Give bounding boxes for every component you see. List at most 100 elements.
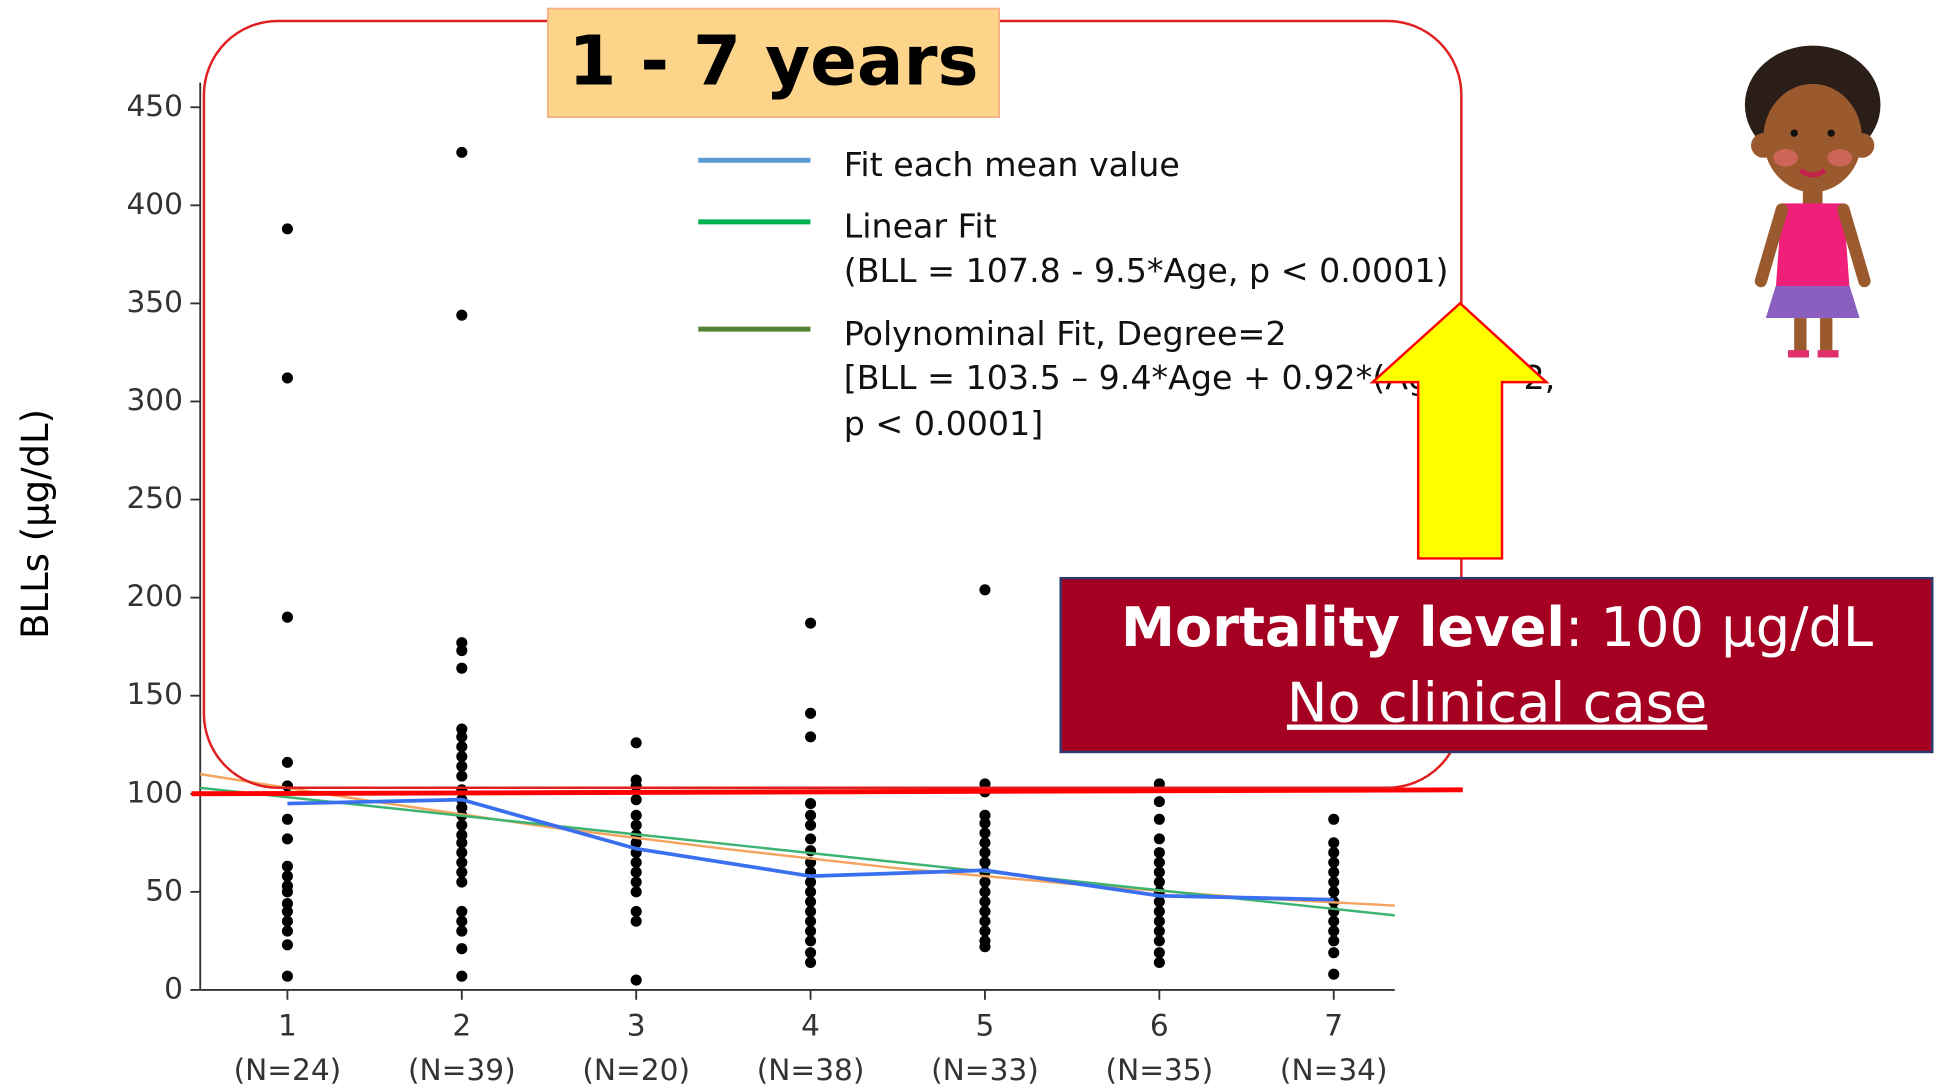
y-tick-label: 350	[126, 285, 182, 319]
x-tick-sublabel: (N=38)	[757, 1053, 865, 1087]
data-point	[456, 663, 467, 674]
x-tick-label: 6	[1150, 1008, 1169, 1042]
y-tick-label: 250	[126, 481, 182, 515]
chart-title: 1 - 7 years	[568, 21, 978, 101]
x-tick-label: 3	[627, 1008, 646, 1042]
data-point	[282, 861, 293, 872]
data-point	[1154, 814, 1165, 825]
data-point	[805, 926, 816, 937]
data-point	[631, 906, 642, 917]
data-point	[456, 971, 467, 982]
data-point	[631, 867, 642, 878]
page: {"chart_data": {"type": "scatter", "titl…	[0, 0, 1934, 1091]
y-axis-label: BLLs (µg/dL)	[14, 409, 57, 639]
data-point	[282, 906, 293, 917]
data-point	[456, 761, 467, 772]
data-point	[1328, 916, 1339, 927]
data-point	[282, 939, 293, 950]
x-tick-sublabel: (N=33)	[931, 1053, 1039, 1087]
data-point	[631, 886, 642, 897]
data-point	[805, 957, 816, 968]
x-tick-sublabel: (N=39)	[408, 1053, 516, 1087]
data-point	[1328, 926, 1339, 937]
data-point	[1154, 935, 1165, 946]
y-tick-label: 0	[164, 971, 183, 1005]
data-point	[282, 780, 293, 791]
data-point	[805, 947, 816, 958]
data-point	[456, 857, 467, 868]
data-point	[805, 886, 816, 897]
x-tick-sublabel: (N=34)	[1280, 1053, 1388, 1087]
y-tick-label: 300	[126, 383, 182, 417]
data-point	[1328, 847, 1339, 858]
y-tick-label: 50	[145, 873, 183, 907]
data-point	[805, 798, 816, 809]
data-point	[805, 916, 816, 927]
data-point	[456, 926, 467, 937]
data-point	[631, 737, 642, 748]
data-point	[282, 916, 293, 927]
data-point	[979, 941, 990, 952]
data-point	[979, 926, 990, 937]
x-tick-label: 4	[801, 1008, 820, 1042]
data-point	[1154, 867, 1165, 878]
y-tick-label: 400	[126, 187, 182, 221]
y-tick-label: 100	[126, 775, 182, 809]
data-point	[282, 886, 293, 897]
data-point	[456, 906, 467, 917]
legend-note: (BLL = 107.8 - 9.5*Age, p < 0.0001)	[844, 251, 1449, 290]
arrow	[1373, 303, 1547, 558]
data-point	[456, 645, 467, 656]
data-point	[979, 906, 990, 917]
data-point	[631, 794, 642, 805]
data-point	[1328, 886, 1339, 897]
data-point	[456, 147, 467, 158]
data-point	[979, 916, 990, 927]
data-point	[456, 943, 467, 954]
data-point	[1154, 876, 1165, 887]
data-point	[979, 886, 990, 897]
data-point	[456, 731, 467, 742]
data-point	[979, 584, 990, 595]
data-point	[979, 847, 990, 858]
data-point	[456, 876, 467, 887]
data-point	[805, 708, 816, 719]
data-point	[282, 223, 293, 234]
data-point	[1154, 847, 1165, 858]
data-point	[1154, 916, 1165, 927]
data-point	[1154, 833, 1165, 844]
x-tick-label: 5	[976, 1008, 995, 1042]
data-point	[1154, 947, 1165, 958]
data-point	[456, 820, 467, 831]
callout-value: : 100 µg/dL	[1565, 596, 1873, 659]
data-point	[282, 814, 293, 825]
x-tick-sublabel: (N=35)	[1106, 1053, 1214, 1087]
data-point	[631, 876, 642, 887]
data-point	[979, 896, 990, 907]
data-point	[1328, 857, 1339, 868]
data-point	[1328, 837, 1339, 848]
data-point	[631, 857, 642, 868]
callout-subtext: No clinical case	[1287, 672, 1707, 735]
data-point	[282, 372, 293, 383]
data-point	[805, 906, 816, 917]
data-point	[805, 935, 816, 946]
data-point	[456, 741, 467, 752]
data-point	[805, 618, 816, 629]
legend-note: p < 0.0001]	[844, 404, 1044, 443]
data-point	[282, 833, 293, 844]
data-point	[979, 837, 990, 848]
data-point	[805, 731, 816, 742]
data-point	[979, 827, 990, 838]
data-point	[631, 916, 642, 927]
data-point	[282, 926, 293, 937]
data-point	[1328, 867, 1339, 878]
data-point	[1154, 857, 1165, 868]
data-point	[979, 818, 990, 829]
data-point	[631, 820, 642, 831]
x-tick-sublabel: (N=24)	[234, 1053, 342, 1087]
data-point	[456, 751, 467, 762]
data-point	[1154, 896, 1165, 907]
data-point	[631, 975, 642, 986]
x-tick-label: 2	[452, 1008, 471, 1042]
